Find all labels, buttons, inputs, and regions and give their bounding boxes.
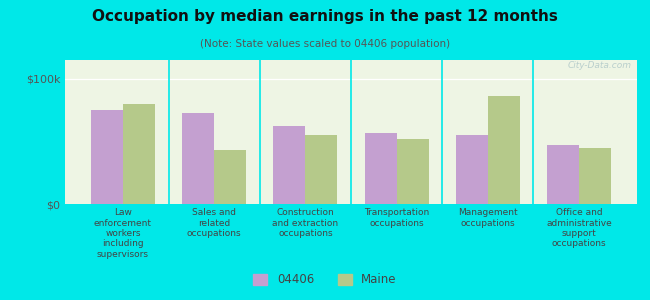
- Text: (Note: State values scaled to 04406 population): (Note: State values scaled to 04406 popu…: [200, 39, 450, 49]
- Bar: [456, 135, 488, 204]
- Bar: [182, 112, 214, 204]
- Text: City-Data.com: City-Data.com: [567, 61, 631, 70]
- Bar: [91, 110, 123, 204]
- Bar: [488, 96, 520, 204]
- Bar: [214, 150, 246, 204]
- Bar: [365, 133, 396, 204]
- Bar: [274, 126, 305, 204]
- Bar: [123, 104, 155, 204]
- Bar: [547, 145, 579, 204]
- Bar: [306, 135, 337, 204]
- Text: Occupation by median earnings in the past 12 months: Occupation by median earnings in the pas…: [92, 9, 558, 24]
- Bar: [396, 139, 428, 204]
- Legend: 04406, Maine: 04406, Maine: [248, 269, 402, 291]
- Bar: [579, 148, 611, 204]
